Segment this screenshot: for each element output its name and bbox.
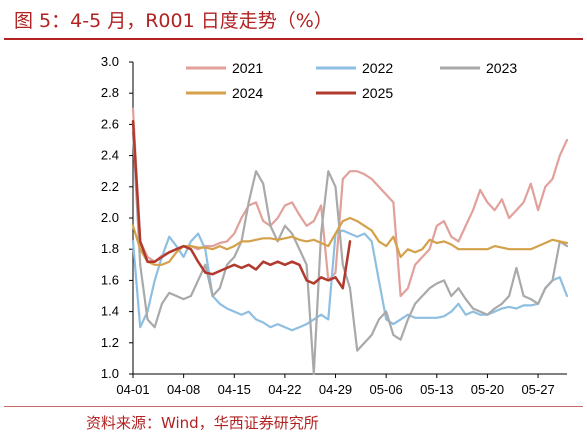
x-tick-label: 04-29: [319, 382, 352, 397]
y-tick-label: 1.4: [101, 304, 119, 319]
legend-label-2024: 2024: [232, 85, 263, 101]
y-tick-label: 2.0: [101, 210, 119, 225]
x-tick-label: 05-06: [370, 382, 403, 397]
y-tick-label: 1.8: [101, 241, 119, 256]
footer-rule: [4, 406, 583, 407]
y-tick-label: 2.6: [101, 116, 119, 131]
y-tick-label: 3.0: [101, 54, 119, 69]
legend-label-2021: 2021: [232, 60, 263, 76]
x-tick-label: 04-15: [218, 382, 251, 397]
y-tick-label: 2.2: [101, 179, 119, 194]
x-tick-label: 04-01: [116, 382, 149, 397]
series-line-2022: [131, 229, 569, 332]
legend-label-2022: 2022: [362, 60, 393, 76]
y-tick-label: 2.4: [101, 148, 119, 163]
x-tick-label: 05-13: [420, 382, 453, 397]
series-line-2021: [131, 107, 569, 298]
y-tick-label: 1.2: [101, 335, 119, 350]
legend-label-2025: 2025: [362, 85, 393, 101]
series-line-2023: [131, 131, 569, 376]
chart-series: [131, 107, 569, 376]
page-title: 图 5：4-5 月，R001 日度走势（%）: [14, 10, 333, 32]
chart-legend: 2021 2022 2023 2024 2025: [186, 60, 517, 101]
series-line-2025: [131, 120, 352, 290]
chart-axes: 1.0 1.2 1.4 1.6 1.8 2.0 2.2 2.4 2.6 2.8 3.0 04-01 04…: [101, 54, 567, 397]
x-tick-label: 05-27: [521, 382, 554, 397]
y-tick-label: 1.6: [101, 272, 119, 287]
x-tick-label: 04-08: [167, 382, 200, 397]
y-tick-label: 1.0: [101, 366, 119, 381]
source-note: 资料来源：Wind，华西证券研究所: [86, 414, 319, 432]
legend-label-2023: 2023: [486, 60, 517, 76]
series-line-2024: [131, 216, 569, 266]
y-tick-label: 2.8: [101, 85, 119, 100]
title-rule: [4, 38, 583, 40]
x-tick-label: 04-22: [268, 382, 301, 397]
x-tick-label: 05-20: [471, 382, 504, 397]
